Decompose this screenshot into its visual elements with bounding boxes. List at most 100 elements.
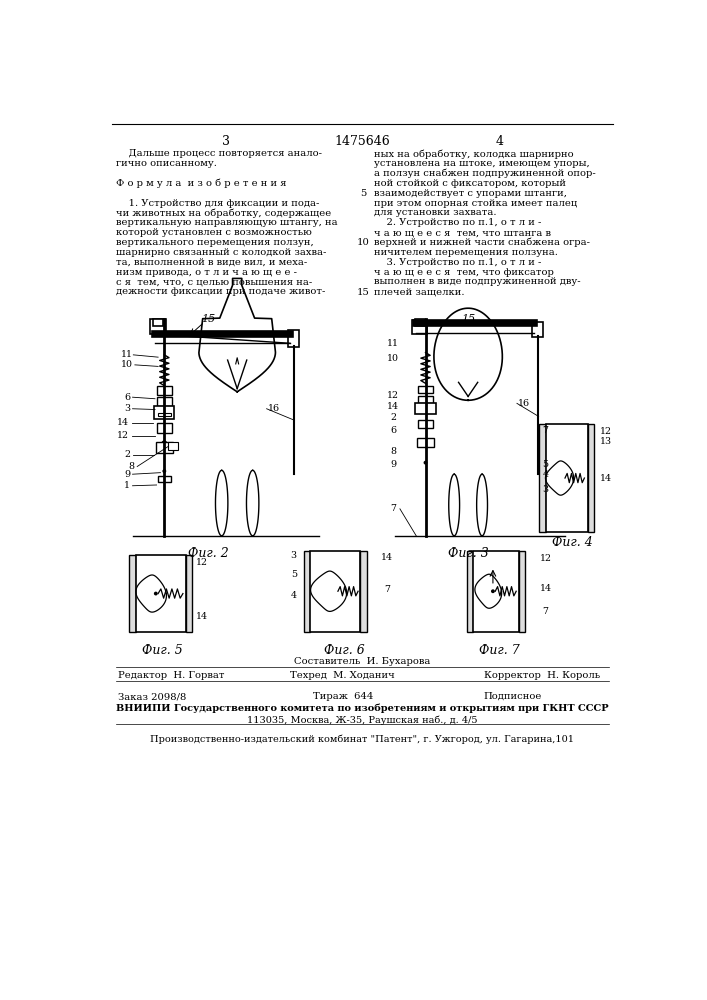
Text: 10: 10 xyxy=(357,238,370,247)
Circle shape xyxy=(154,592,158,595)
Text: 9: 9 xyxy=(124,470,130,479)
Text: 11: 11 xyxy=(387,339,399,348)
Text: ных на обработку, колодка шарнирно: ных на обработку, колодка шарнирно xyxy=(373,149,573,159)
Text: 12: 12 xyxy=(197,558,209,567)
Bar xyxy=(519,551,525,632)
Text: 5: 5 xyxy=(291,570,297,579)
Text: 5: 5 xyxy=(542,460,549,469)
Text: Фиг. 6: Фиг. 6 xyxy=(324,644,365,657)
Text: 4: 4 xyxy=(543,470,549,479)
Bar xyxy=(418,396,433,403)
Text: 8: 8 xyxy=(128,462,134,471)
Circle shape xyxy=(423,461,428,465)
Text: 3: 3 xyxy=(221,135,230,148)
Text: вертикальную направляющую штангу, на: вертикальную направляющую штангу, на xyxy=(115,218,337,227)
Bar xyxy=(310,551,361,632)
Text: верхней и нижней части снабжена огра-: верхней и нижней части снабжена огра- xyxy=(373,238,590,247)
Text: Редактор  Н. Горват: Редактор Н. Горват xyxy=(118,671,224,680)
Bar xyxy=(168,442,177,450)
Text: Заказ 2098/8: Заказ 2098/8 xyxy=(118,692,186,701)
Text: 12: 12 xyxy=(117,431,129,440)
Text: 6: 6 xyxy=(390,426,396,435)
Text: 2. Устройство по п.1, о т л и -: 2. Устройство по п.1, о т л и - xyxy=(373,218,541,227)
Text: 1: 1 xyxy=(124,481,130,490)
Text: Техред  М. Ходанич: Техред М. Ходанич xyxy=(290,671,395,680)
Text: дежности фиксации при подаче живот-: дежности фиксации при подаче живот- xyxy=(115,287,325,296)
Text: Фиг. 4: Фиг. 4 xyxy=(552,536,593,549)
Text: 14: 14 xyxy=(539,584,551,593)
Circle shape xyxy=(162,441,167,446)
Text: 2: 2 xyxy=(124,450,130,459)
Text: 2: 2 xyxy=(390,413,396,422)
Bar xyxy=(418,386,433,393)
Text: а ползун снабжен подпружиненной опор-: а ползун снабжен подпружиненной опор- xyxy=(373,169,595,178)
Bar xyxy=(156,386,172,395)
Text: вертикального перемещения ползун,: вертикального перемещения ползун, xyxy=(115,238,313,247)
Bar xyxy=(546,424,588,532)
Text: ВНИИПИ Государственного комитета по изобретениям и открытиям при ГКНТ СССР: ВНИИПИ Государственного комитета по изоб… xyxy=(116,704,608,713)
Text: 3. Устройство по п.1, о т л и -: 3. Устройство по п.1, о т л и - xyxy=(373,258,541,267)
Bar xyxy=(539,424,546,532)
Text: Корректор  Н. Король: Корректор Н. Король xyxy=(484,671,600,680)
Text: 14: 14 xyxy=(197,612,209,621)
Bar xyxy=(418,420,433,428)
Circle shape xyxy=(491,589,495,593)
Bar xyxy=(129,555,136,632)
Text: 9: 9 xyxy=(390,460,396,469)
Text: Дальше процесс повторяется анало-: Дальше процесс повторяется анало- xyxy=(115,149,322,158)
Text: ной стойкой с фиксатором, который: ной стойкой с фиксатором, который xyxy=(373,179,566,188)
Text: 3: 3 xyxy=(542,485,549,494)
Text: при этом опорная стойка имеет палец: при этом опорная стойка имеет палец xyxy=(373,199,577,208)
Text: 10: 10 xyxy=(387,354,399,363)
Text: Составитель  И. Бухарова: Составитель И. Бухарова xyxy=(294,657,430,666)
Bar xyxy=(467,551,473,632)
Bar xyxy=(158,413,170,416)
Text: шарнирно связанный с колодкой захва-: шарнирно связанный с колодкой захва- xyxy=(115,248,326,257)
Text: Тираж  644: Тираж 644 xyxy=(313,692,373,701)
Text: 14: 14 xyxy=(381,553,393,562)
Text: 113035, Москва, Ж-35, Раушская наб., д. 4/5: 113035, Москва, Ж-35, Раушская наб., д. … xyxy=(247,715,477,725)
Bar xyxy=(411,320,427,334)
Text: 14: 14 xyxy=(387,402,399,411)
Text: 5: 5 xyxy=(361,189,367,198)
Text: 16: 16 xyxy=(518,399,530,408)
Bar xyxy=(156,442,173,453)
Text: Фиг. 3: Фиг. 3 xyxy=(448,547,489,560)
Text: 14: 14 xyxy=(117,418,129,427)
Bar xyxy=(532,322,543,337)
Bar xyxy=(417,438,434,447)
Text: 16: 16 xyxy=(269,404,281,413)
Text: выполнен в виде подпружиненной дву-: выполнен в виде подпружиненной дву- xyxy=(373,277,580,286)
Text: 6: 6 xyxy=(124,393,130,402)
Circle shape xyxy=(423,438,428,442)
Text: та, выполненной в виде вил, и меха-: та, выполненной в виде вил, и меха- xyxy=(115,258,307,267)
Bar xyxy=(304,551,310,632)
Text: 15: 15 xyxy=(461,314,475,324)
Text: Подписное: Подписное xyxy=(484,692,542,701)
Text: 15: 15 xyxy=(201,314,216,324)
Bar xyxy=(154,406,175,419)
Text: ч а ю щ е е с я  тем, что штанга в: ч а ю щ е е с я тем, что штанга в xyxy=(373,228,551,237)
Text: взаимодействует с упорами штанги,: взаимодействует с упорами штанги, xyxy=(373,189,566,198)
Text: 1475646: 1475646 xyxy=(334,135,390,148)
Bar xyxy=(588,424,595,532)
Text: 12: 12 xyxy=(387,391,399,400)
Bar xyxy=(288,330,299,347)
Text: 4: 4 xyxy=(291,591,297,600)
Text: 3: 3 xyxy=(291,551,297,560)
Text: ничителем перемещения ползуна.: ничителем перемещения ползуна. xyxy=(373,248,557,257)
Text: Фиг. 5: Фиг. 5 xyxy=(141,644,182,657)
Bar xyxy=(156,423,172,433)
Text: гично описанному.: гично описанному. xyxy=(115,159,216,168)
Text: Фиг. 7: Фиг. 7 xyxy=(479,644,520,657)
Bar xyxy=(136,555,186,632)
Bar xyxy=(473,551,519,632)
Text: 10: 10 xyxy=(121,360,133,369)
Text: 15: 15 xyxy=(357,288,370,297)
Text: 12: 12 xyxy=(600,427,612,436)
Text: чи животных на обработку, содержащее: чи животных на обработку, содержащее xyxy=(115,208,331,218)
Text: 12: 12 xyxy=(539,554,551,563)
Bar xyxy=(156,397,172,406)
Text: 8: 8 xyxy=(390,447,396,456)
Text: 4: 4 xyxy=(495,135,503,148)
